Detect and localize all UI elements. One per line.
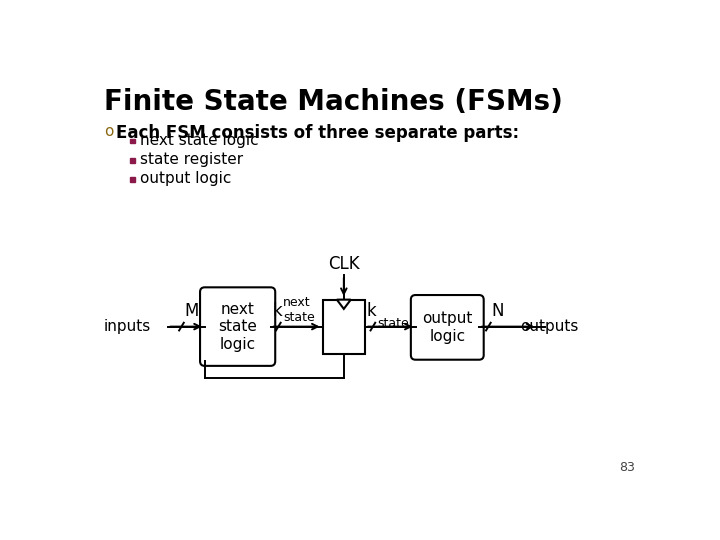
Polygon shape <box>337 300 351 309</box>
Text: next
state
logic: next state logic <box>218 302 257 352</box>
Text: state: state <box>377 317 409 330</box>
Text: next state logic: next state logic <box>140 133 258 148</box>
FancyBboxPatch shape <box>411 295 484 360</box>
FancyBboxPatch shape <box>200 287 275 366</box>
Text: Each FSM consists of three separate parts:: Each FSM consists of three separate part… <box>117 124 519 142</box>
Text: output logic: output logic <box>140 171 231 186</box>
Text: k: k <box>272 302 282 320</box>
Text: next
state: next state <box>283 295 315 323</box>
Text: inputs: inputs <box>104 319 151 334</box>
Text: outputs: outputs <box>520 319 578 334</box>
Text: N: N <box>492 302 504 320</box>
Text: Finite State Machines (FSMs): Finite State Machines (FSMs) <box>104 88 563 116</box>
Text: k: k <box>366 302 377 320</box>
Bar <box>130 177 135 182</box>
Text: output
logic: output logic <box>422 311 472 343</box>
Text: CLK: CLK <box>328 255 359 273</box>
Text: M: M <box>184 302 199 320</box>
Bar <box>130 158 135 163</box>
Bar <box>323 300 365 354</box>
Text: o: o <box>104 124 113 139</box>
Text: state register: state register <box>140 152 243 167</box>
Text: 83: 83 <box>619 462 635 475</box>
Bar <box>130 139 135 143</box>
